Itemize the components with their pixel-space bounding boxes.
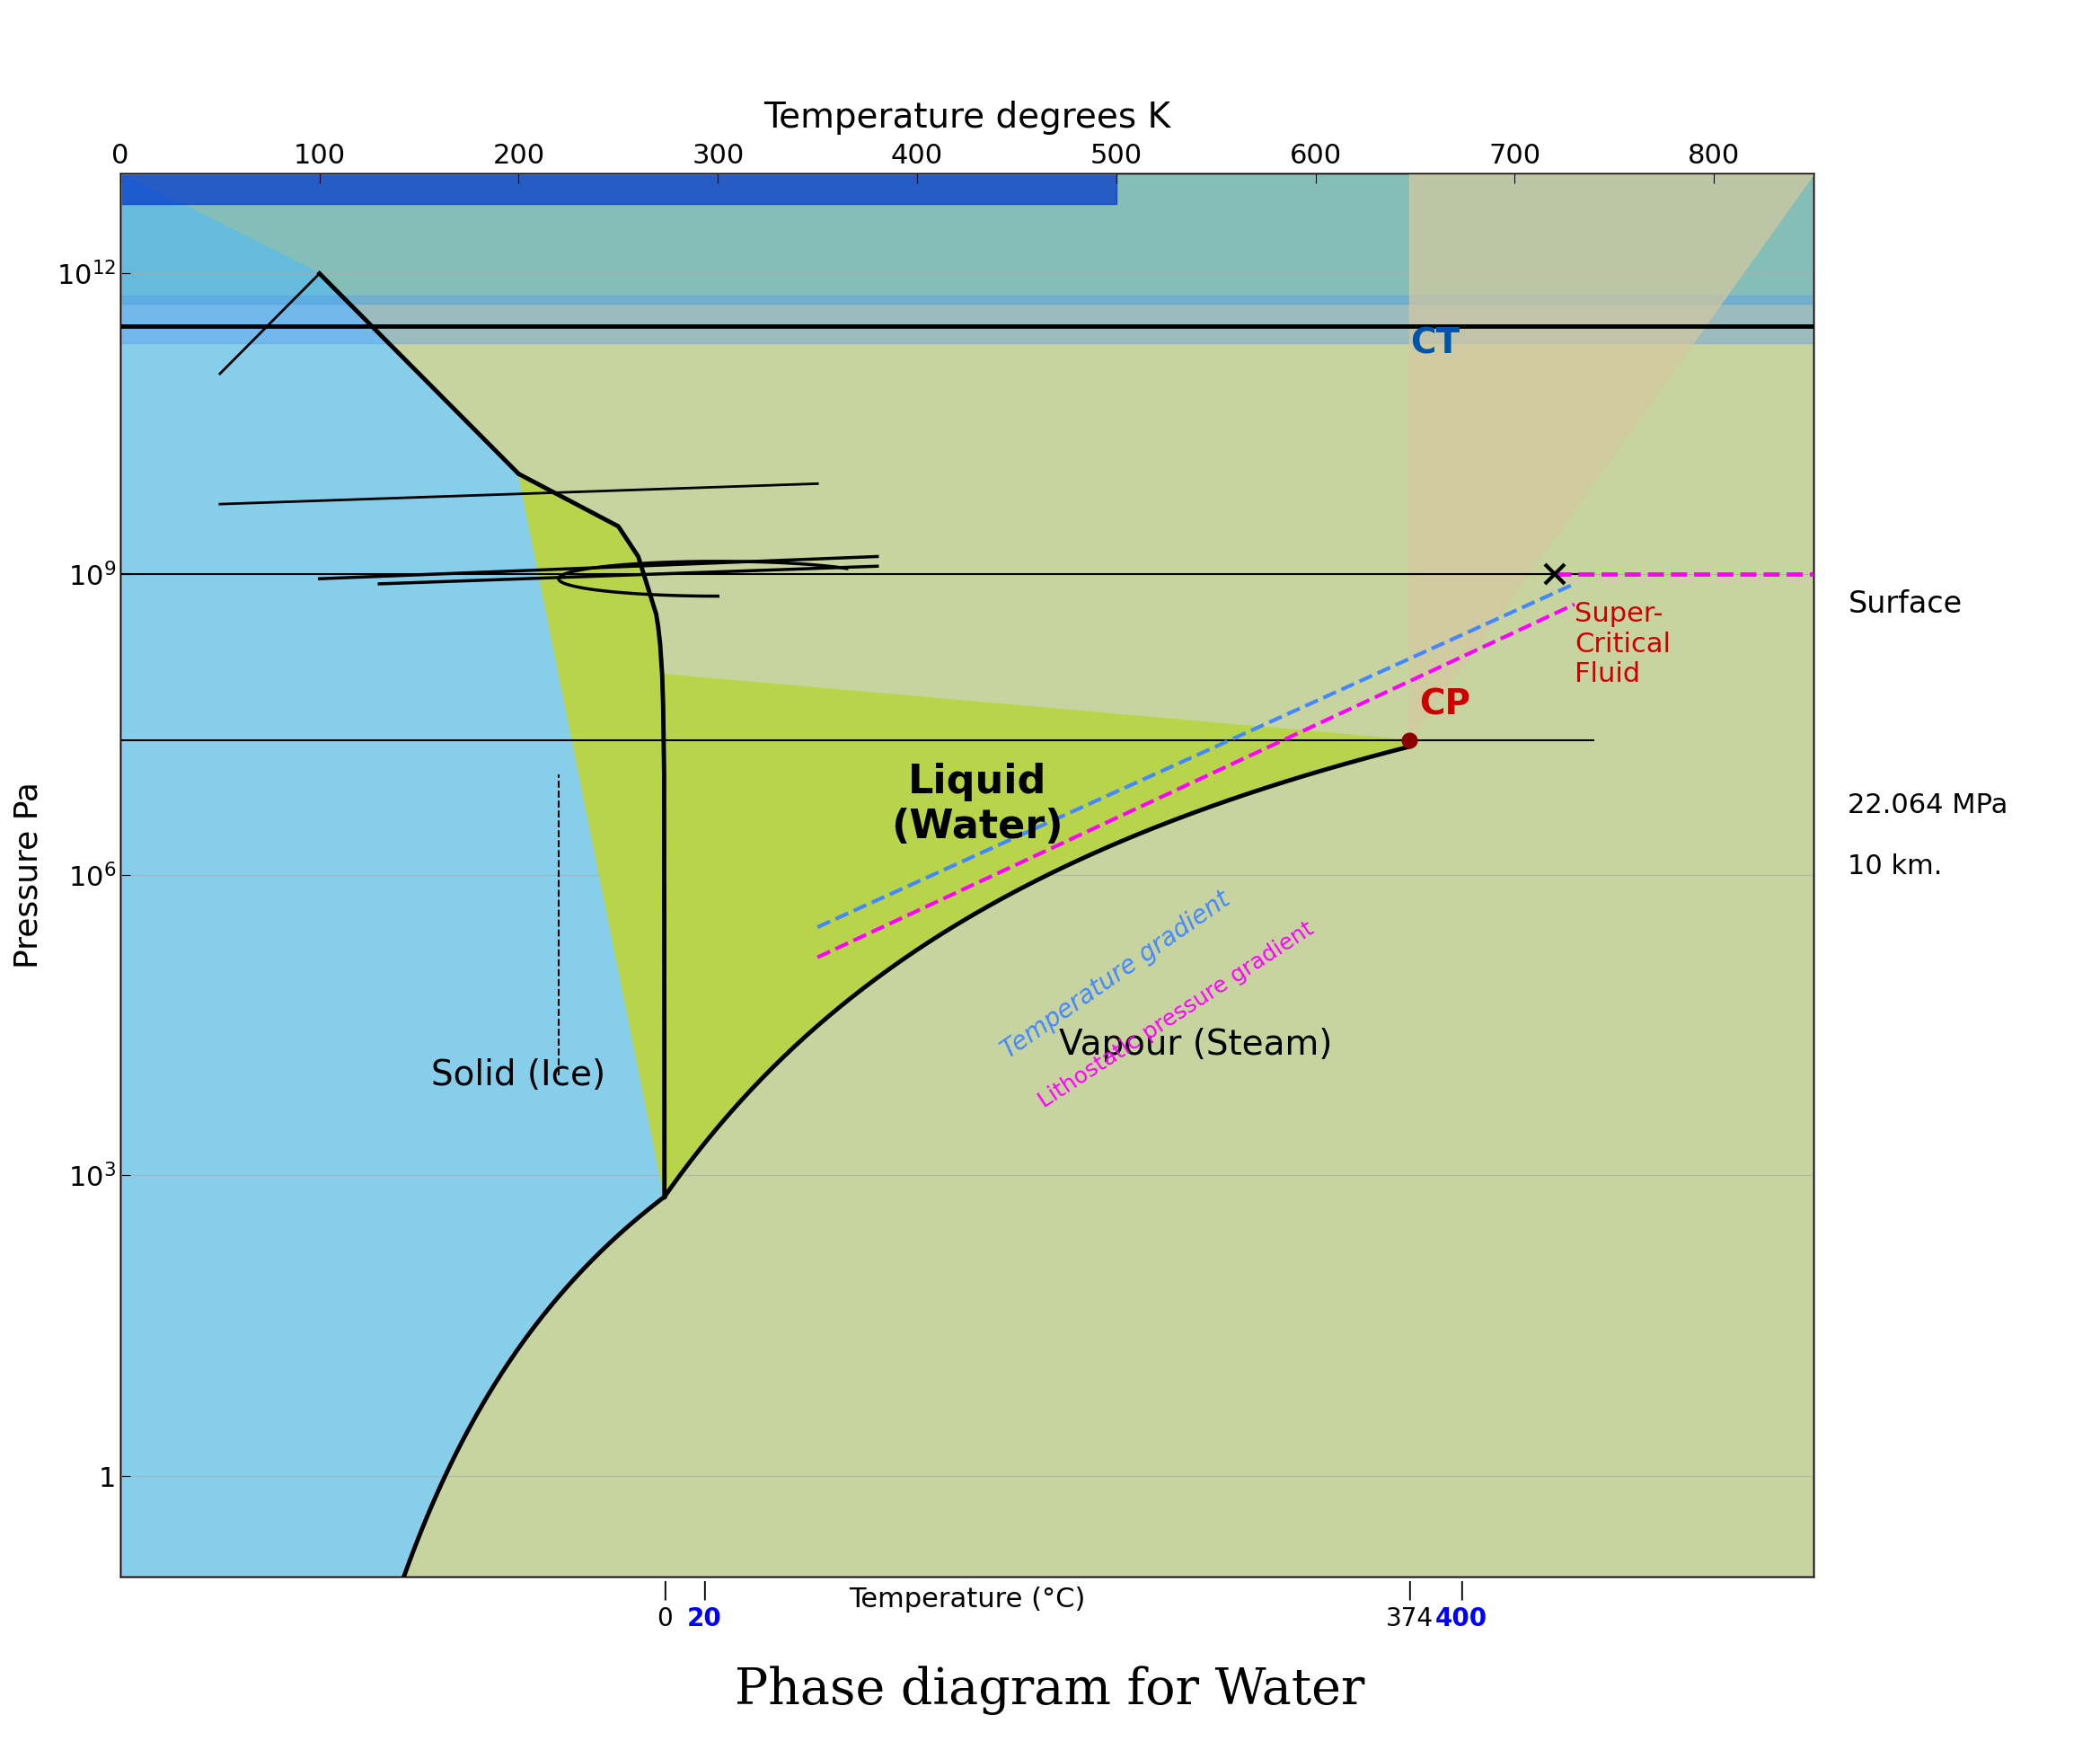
Text: Vapour (Steam): Vapour (Steam) xyxy=(1058,1027,1334,1062)
Text: Temperature gradient: Temperature gradient xyxy=(997,887,1235,1064)
X-axis label: Temperature degrees K: Temperature degrees K xyxy=(764,102,1170,135)
Polygon shape xyxy=(120,1197,664,1750)
Text: |: | xyxy=(1457,1580,1464,1600)
Polygon shape xyxy=(120,173,664,1577)
Polygon shape xyxy=(519,474,1409,1197)
Text: Surface: Surface xyxy=(1848,590,1961,618)
Text: Super-
Critical
Fluid: Super- Critical Fluid xyxy=(1575,600,1672,688)
Text: 10 km.: 10 km. xyxy=(1848,854,1942,879)
Text: Lithostatic pressure gradient: Lithostatic pressure gradient xyxy=(1035,917,1317,1111)
Text: CP: CP xyxy=(1420,688,1470,721)
Text: Phase diagram for Water: Phase diagram for Water xyxy=(735,1666,1365,1715)
Text: 0: 0 xyxy=(657,1607,672,1631)
Text: |: | xyxy=(662,1580,668,1600)
Text: |: | xyxy=(701,1580,708,1600)
Polygon shape xyxy=(1409,173,1814,740)
Text: 400: 400 xyxy=(1434,1607,1487,1631)
Text: Solid (Ice): Solid (Ice) xyxy=(430,1059,607,1092)
Text: 20: 20 xyxy=(687,1607,722,1631)
Y-axis label: Pressure Pa: Pressure Pa xyxy=(13,782,44,968)
Text: 374: 374 xyxy=(1386,1607,1432,1631)
X-axis label: Temperature (°C): Temperature (°C) xyxy=(848,1586,1086,1612)
Text: CT: CT xyxy=(1411,327,1460,360)
Text: Liquid
(Water): Liquid (Water) xyxy=(890,763,1063,847)
Text: 22.064 MPa: 22.064 MPa xyxy=(1848,793,2008,817)
Text: |: | xyxy=(1405,1580,1413,1600)
